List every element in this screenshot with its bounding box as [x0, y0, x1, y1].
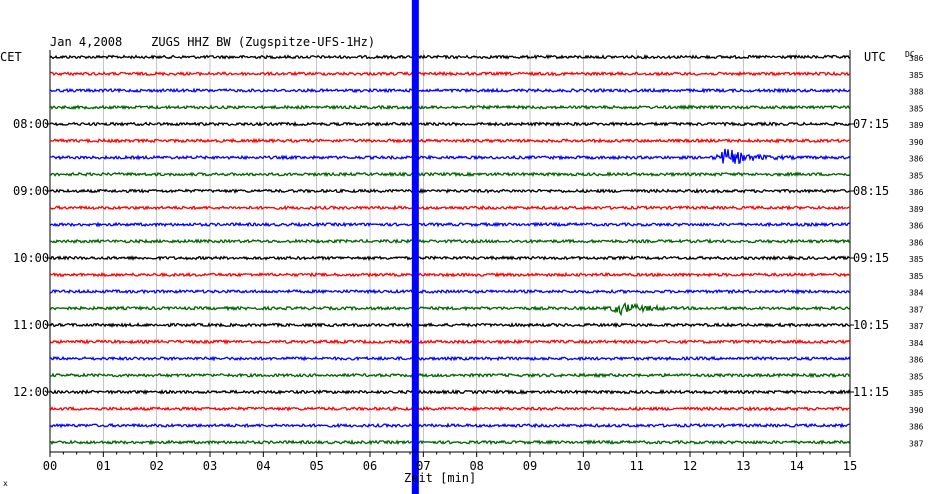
trace-line — [49, 271, 851, 278]
x-tick-label: 08 — [469, 459, 483, 473]
dc-value-labels: 386 385 388 385 389 390 386 385 386 389 386 386 385 3… — [909, 54, 924, 448]
x-tick-label: 00 — [43, 459, 57, 473]
trace-line — [49, 321, 851, 329]
dc-value: 386 — [909, 222, 924, 231]
trace-line — [49, 338, 851, 345]
trace-line — [49, 301, 851, 317]
x-axis-label: Zeit [min] — [404, 471, 476, 485]
dc-value: 385 — [909, 272, 924, 281]
trace-line — [49, 87, 851, 94]
trace-line — [49, 70, 851, 77]
dc-value: 386 — [909, 356, 924, 365]
x-tick-label: 13 — [736, 459, 750, 473]
x-tick-label: 05 — [309, 459, 323, 473]
trace-line — [49, 238, 851, 245]
right-hour-label: 07:15 — [853, 117, 889, 131]
trace-line — [49, 148, 851, 165]
chart-title: Jan 4,2008 ZUGS HHZ BW (Zugspitze-UFS-1H… — [50, 35, 375, 49]
dc-value: 386 — [909, 155, 924, 164]
dc-value: 388 — [909, 88, 924, 97]
x-tick-label: 04 — [256, 459, 270, 473]
trace-line — [49, 187, 851, 195]
dc-value: 385 — [909, 104, 924, 113]
x-tick-label: 03 — [203, 459, 217, 473]
x-axis: 00 01 02 03 04 05 06 07 08 09 10 11 12 13 14 15 — [43, 451, 857, 473]
dc-value: 390 — [909, 406, 924, 415]
dc-value: 387 — [909, 322, 924, 331]
dc-value: 390 — [909, 138, 924, 147]
dc-value: 384 — [909, 289, 924, 298]
trace-line — [49, 254, 851, 262]
dc-value: 385 — [909, 171, 924, 180]
trace-line — [49, 405, 851, 412]
right-hour-labels: 07:15 08:15 09:15 10:15 11:15 — [850, 117, 889, 399]
left-hour-label: 08:00 — [13, 117, 49, 131]
dc-value: 385 — [909, 71, 924, 80]
x-tick-label: 02 — [149, 459, 163, 473]
dc-value: 384 — [909, 339, 924, 348]
trace-line — [49, 137, 851, 144]
left-hour-label: 12:00 — [13, 385, 49, 399]
left-hour-label: 10:00 — [13, 251, 49, 265]
right-hour-label: 11:15 — [853, 385, 889, 399]
dc-value: 386 — [909, 238, 924, 247]
right-hour-label: 08:15 — [853, 184, 889, 198]
x-tick-label: 12 — [683, 459, 697, 473]
left-hour-label: 09:00 — [13, 184, 49, 198]
dc-value: 387 — [909, 439, 924, 448]
dc-value: 386 — [909, 188, 924, 197]
trace-line — [49, 388, 851, 396]
spike-band — [411, 0, 419, 494]
traces — [49, 53, 851, 446]
dc-value: 387 — [909, 305, 924, 314]
dc-value: 389 — [909, 205, 924, 214]
trace-line — [49, 355, 851, 362]
dc-value: 385 — [909, 255, 924, 264]
left-hour-label: 11:00 — [13, 318, 49, 332]
trace-line — [49, 120, 851, 128]
trace-line — [49, 204, 851, 211]
right-hour-label: 09:15 — [853, 251, 889, 265]
right-axis-label: UTC — [864, 50, 886, 64]
trace-line — [49, 53, 851, 61]
x-tick-label: 07 — [416, 459, 430, 473]
trace-line — [49, 422, 851, 429]
x-tick-label: 01 — [96, 459, 110, 473]
trace-line — [49, 439, 851, 446]
x-tick-label: 06 — [363, 459, 377, 473]
trace-line — [49, 171, 851, 178]
left-hour-labels: 08:00 09:00 10:00 11:00 12:00 — [13, 117, 50, 399]
dc-value: 385 — [909, 389, 924, 398]
dc-value: 386 — [909, 54, 924, 63]
grid-lines — [49, 50, 851, 452]
dc-value: 385 — [909, 372, 924, 381]
trace-line — [49, 288, 851, 295]
dc-value: 386 — [909, 423, 924, 432]
x-tick-label: 14 — [789, 459, 803, 473]
spike-layer — [411, 0, 419, 494]
x-tick-label: 09 — [523, 459, 537, 473]
dc-label: DC — [905, 50, 915, 59]
trace-line — [49, 104, 851, 111]
right-hour-label: 10:15 — [853, 318, 889, 332]
trace-line — [49, 372, 851, 379]
left-axis-label: CET — [0, 50, 22, 64]
x-tick-label: 15 — [843, 459, 857, 473]
x-tick-label: 11 — [629, 459, 643, 473]
corner-mark: x — [3, 479, 8, 488]
x-tick-label: 10 — [576, 459, 590, 473]
dc-value: 389 — [909, 121, 924, 130]
trace-line — [49, 221, 851, 228]
